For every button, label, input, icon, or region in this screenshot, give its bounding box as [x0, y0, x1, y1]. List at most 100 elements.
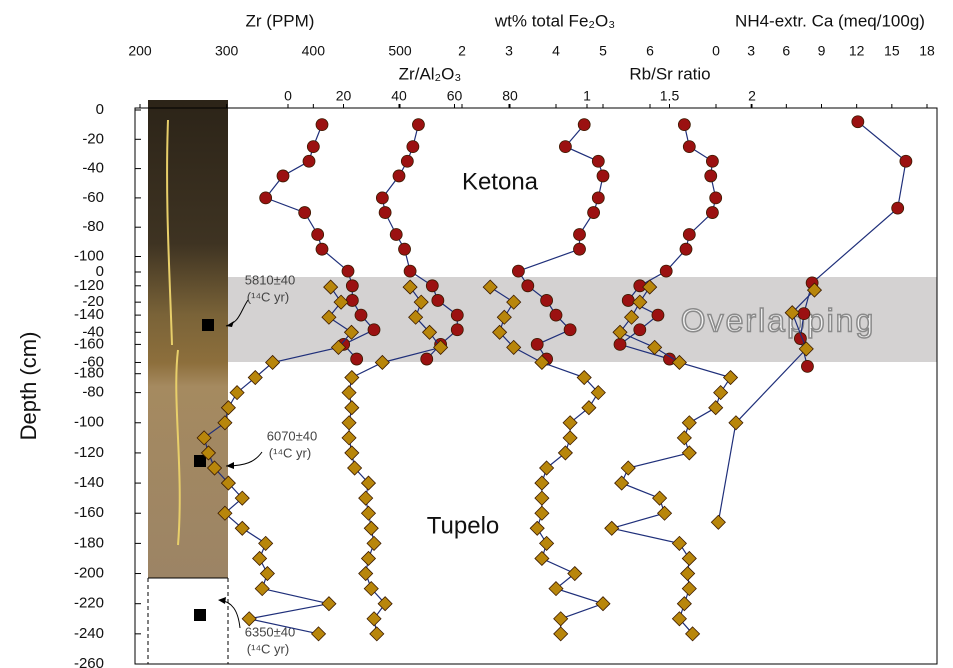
point	[568, 567, 582, 581]
point	[724, 371, 738, 385]
y-axis-label: Depth (cm)	[16, 332, 41, 441]
point	[361, 551, 375, 565]
date: 5810±40	[245, 272, 296, 287]
x-tick-label: 9	[818, 43, 826, 59]
point	[634, 324, 646, 336]
x-tick-label: 20	[336, 88, 352, 104]
point	[379, 207, 391, 219]
point	[253, 551, 267, 565]
point	[672, 536, 686, 550]
point	[255, 582, 269, 596]
point	[596, 597, 610, 611]
x-tick-label: 0	[284, 88, 292, 104]
point	[367, 612, 381, 626]
x-axis-label: Zr/Al₂O₃	[399, 64, 462, 83]
point	[621, 461, 635, 475]
point	[652, 309, 664, 321]
point	[260, 192, 272, 204]
point	[390, 229, 402, 241]
point	[677, 597, 691, 611]
point	[307, 141, 319, 153]
x-tick-label: 40	[391, 88, 407, 104]
point	[582, 401, 596, 415]
point	[682, 416, 696, 430]
point	[312, 229, 324, 241]
date: 6070±40	[267, 428, 318, 443]
x-tick-label: 200	[128, 43, 152, 59]
point	[714, 386, 728, 400]
point	[682, 551, 696, 565]
point	[342, 265, 354, 277]
point	[622, 294, 634, 306]
point	[451, 309, 463, 321]
point	[578, 119, 590, 131]
point	[549, 582, 563, 596]
point	[535, 551, 549, 565]
point	[597, 170, 609, 182]
point	[711, 515, 725, 529]
point	[451, 324, 463, 336]
x-tick-label: 6	[646, 43, 654, 59]
point	[359, 567, 373, 581]
x-tick-label: 400	[302, 43, 326, 59]
date-unit: (¹⁴C yr)	[247, 289, 289, 304]
point	[540, 536, 554, 550]
point	[351, 353, 363, 365]
point	[683, 141, 695, 153]
y-tick-label: -80	[82, 218, 104, 235]
point	[892, 202, 904, 214]
point	[680, 243, 692, 255]
point	[605, 521, 619, 535]
x-tick-label: 15	[884, 43, 900, 59]
x-tick-label: 3	[505, 43, 513, 59]
point	[432, 294, 444, 306]
point	[530, 521, 544, 535]
point	[421, 353, 433, 365]
x-axis-label: Zr (PPM)	[246, 11, 315, 30]
point	[706, 155, 718, 167]
point	[540, 461, 554, 475]
y-tick-label: -200	[74, 565, 104, 582]
point	[401, 155, 413, 167]
y-tick-label: -120	[74, 444, 104, 461]
y-tick-label: -40	[82, 323, 104, 340]
point	[798, 308, 810, 320]
y-tick-label: -40	[82, 160, 104, 177]
y-tick-label: -60	[82, 353, 104, 370]
y-tick-label: -100	[74, 247, 104, 264]
point	[706, 207, 718, 219]
point	[316, 243, 328, 255]
y-tick-label: 0	[96, 263, 104, 280]
date-unit: (¹⁴C yr)	[247, 641, 289, 656]
point	[705, 170, 717, 182]
point	[535, 491, 549, 505]
point	[342, 386, 356, 400]
x-tick-label: 2	[458, 43, 466, 59]
y-tick-label: -260	[74, 655, 104, 668]
sample	[202, 319, 214, 331]
annotation: Overlapping	[681, 302, 876, 338]
point	[312, 627, 326, 641]
point	[361, 506, 375, 520]
point	[535, 476, 549, 490]
y-tick-label: -180	[74, 534, 104, 551]
y-tick-label: -100	[74, 414, 104, 431]
point	[682, 582, 696, 596]
point	[588, 207, 600, 219]
point	[563, 431, 577, 445]
point	[677, 431, 691, 445]
point	[678, 119, 690, 131]
point	[260, 567, 274, 581]
point	[364, 521, 378, 535]
point	[535, 506, 549, 520]
point	[277, 170, 289, 182]
y-tick-label: -140	[74, 474, 104, 491]
x-tick-label: 1	[583, 88, 591, 104]
point	[563, 416, 577, 430]
point	[230, 386, 244, 400]
annotation: Ketona	[462, 168, 539, 195]
x-axis-label: wt% total Fe₂O₃	[494, 11, 615, 30]
annotation: Tupelo	[427, 512, 500, 539]
x-tick-label: 300	[215, 43, 239, 59]
point	[683, 229, 695, 241]
